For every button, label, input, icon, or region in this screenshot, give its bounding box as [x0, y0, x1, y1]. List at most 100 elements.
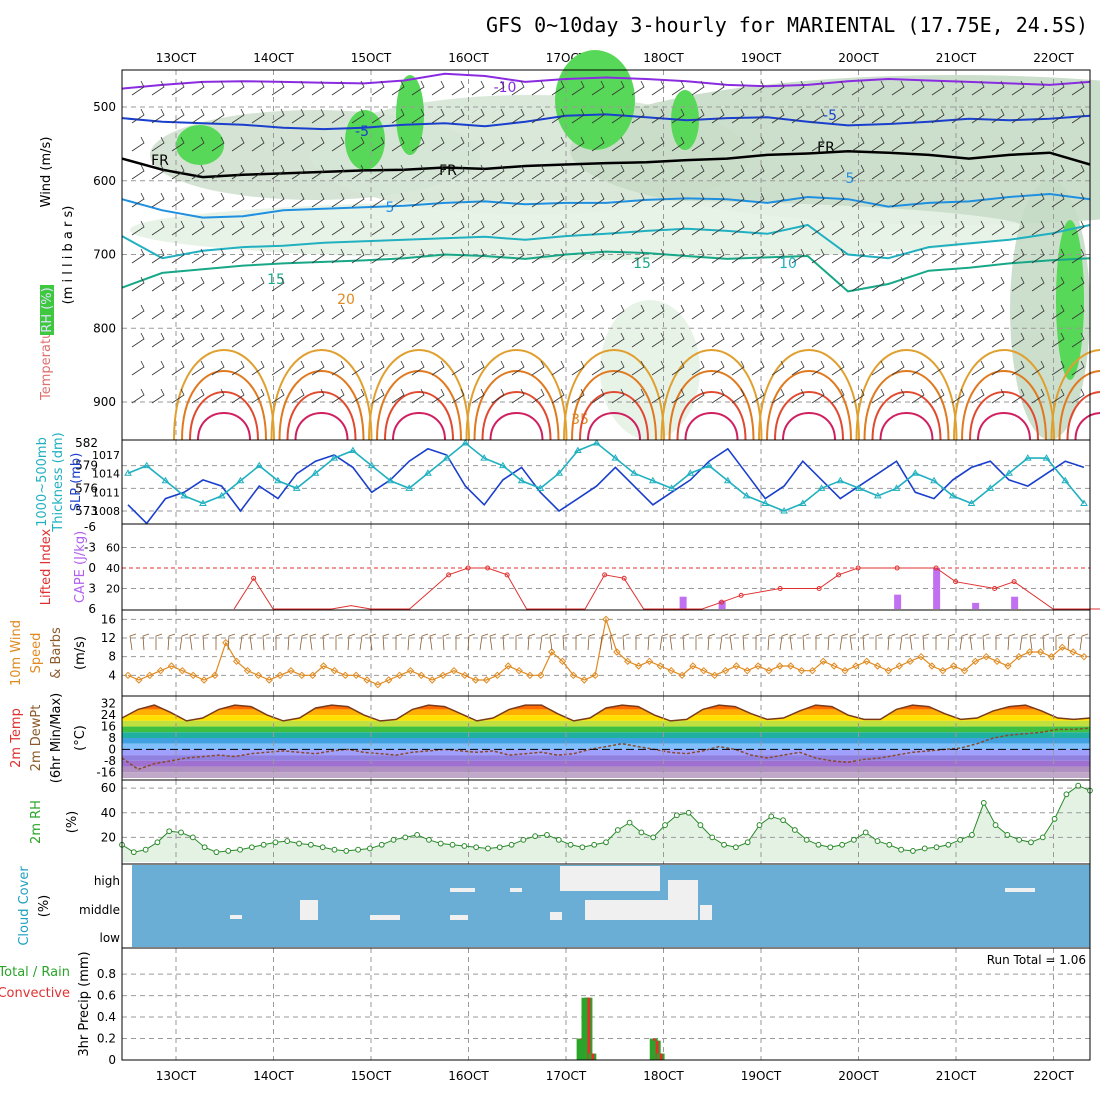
thickness-point-26 [611, 454, 620, 461]
upper-barb [351, 164, 365, 180]
upper-barb [411, 304, 425, 320]
upper-barb [631, 276, 645, 292]
series-SLP [127, 447, 1085, 525]
upper-barb [651, 164, 665, 180]
upper-barb [951, 220, 965, 236]
rh2m-label: 2m RH [29, 800, 44, 844]
upper-barb [571, 276, 585, 292]
upper-barb [811, 360, 825, 376]
wind-barb [515, 633, 523, 650]
warm-arch-0-1 [181, 370, 267, 441]
cape-tick-60: 60 [106, 542, 120, 555]
upper-barb [911, 276, 925, 292]
wind-barb [419, 633, 429, 651]
upper-barb [411, 276, 425, 292]
upper-barb [631, 192, 645, 208]
rh-point-39 [579, 844, 586, 851]
wind-barb [262, 633, 270, 651]
upper-barb [771, 164, 785, 180]
wind-point-26 [406, 666, 415, 675]
upper-barb [471, 220, 485, 236]
wind-barb [239, 633, 249, 651]
wind-barb [179, 633, 189, 651]
upper-barb [411, 388, 425, 404]
upper-barb [311, 136, 325, 152]
rh-point-51 [721, 841, 727, 848]
upper-barb [671, 248, 685, 264]
upper-barb [1011, 360, 1025, 376]
upper-barb [251, 332, 265, 348]
warm-arch-4-1 [571, 370, 657, 441]
li-label: Lifted Index [39, 528, 54, 605]
upper-barb [231, 388, 245, 404]
temp-label-a: 2m Temp [9, 708, 24, 768]
upper-barb [691, 108, 705, 124]
upper-barb [931, 248, 945, 264]
wind-barbs [129, 633, 1089, 651]
cloud-block-6 [370, 915, 400, 920]
precip-conv-bar-6 [655, 1040, 659, 1060]
thickness-point-12 [349, 446, 357, 454]
upper-barb [331, 164, 345, 180]
upper-barb [731, 136, 745, 152]
upper-barb [851, 108, 865, 124]
upper-barb [951, 388, 965, 404]
rh-point-32 [496, 844, 503, 851]
upper-barb [371, 220, 385, 236]
thickness-point-51 [1080, 499, 1088, 506]
rh-point-59 [815, 841, 822, 848]
rh-point-69 [933, 844, 940, 851]
cloud-block-4 [688, 880, 698, 920]
wind-point-40 [558, 657, 567, 666]
upper-barb [991, 304, 1005, 320]
upper-barb [551, 304, 565, 320]
wind-barb [875, 633, 883, 650]
pressure-tick-700: 700 [93, 248, 116, 262]
upper-barb [531, 164, 545, 180]
upper-barb [671, 80, 685, 96]
isotherm--5 [121, 113, 1091, 131]
wind-barb [479, 633, 489, 651]
rh-point-14 [284, 838, 291, 844]
upper-barb [191, 276, 205, 292]
upper-barb [831, 80, 845, 96]
precip-tick-0: 0 [108, 1053, 116, 1067]
upper-barb [431, 136, 445, 152]
rh-point-47 [673, 812, 680, 819]
wind-barb [1007, 633, 1016, 651]
upper-barb [811, 108, 825, 124]
upper-barb [1051, 80, 1065, 96]
upper-barb [611, 108, 625, 124]
upper-barb [851, 136, 865, 152]
upper-barb [611, 276, 625, 292]
upper-barb [631, 164, 645, 180]
wind-barb [969, 633, 977, 651]
upper-barb [731, 332, 745, 348]
upper-barb [791, 304, 805, 320]
upper-barb [331, 136, 345, 152]
upper-barb [511, 332, 525, 348]
wind-point-3 [156, 666, 165, 675]
rh-point-38 [567, 841, 574, 848]
contour-label-5: FR [817, 140, 835, 156]
upper-barb [751, 360, 765, 376]
upper-barb [211, 192, 225, 208]
upper-barb [551, 192, 565, 208]
upper-barb [451, 248, 465, 264]
wind-point-36 [515, 666, 523, 675]
upper-barb [891, 276, 905, 292]
wind-barb [129, 633, 137, 651]
upper-barb [511, 276, 525, 292]
upper-barb [171, 136, 185, 152]
wind-point-33 [482, 676, 491, 684]
upper-barb [151, 192, 165, 208]
upper-barb [411, 220, 425, 236]
upper-barb [511, 108, 525, 124]
wind-speed-line [124, 615, 1088, 689]
warm-arch-2-0 [368, 349, 470, 441]
upper-barb [331, 360, 345, 376]
cloud-block-13 [1005, 888, 1035, 892]
upper-barb [911, 220, 925, 236]
upper-barb [471, 80, 485, 96]
wind-point-28 [428, 676, 436, 684]
